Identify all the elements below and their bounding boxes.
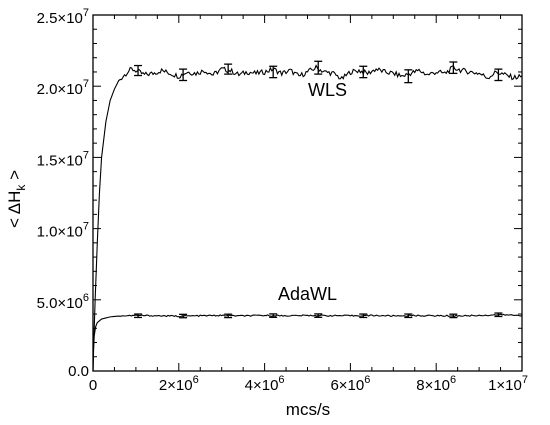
series-label-wls: WLS xyxy=(308,80,347,100)
x-tick-label: 2×106 xyxy=(159,374,199,394)
y-axis-label: < ΔHk > xyxy=(5,170,28,228)
y-tick-label: 0.0 xyxy=(68,363,89,380)
y-axis-label-subscript: k xyxy=(14,184,28,191)
error-bar xyxy=(134,64,143,77)
error-bar xyxy=(269,65,278,79)
error-bar xyxy=(314,313,323,318)
series-adawl xyxy=(92,312,523,372)
y-tick-label: 1.5×107 xyxy=(37,149,89,169)
error-bar xyxy=(314,60,323,75)
series-line xyxy=(92,313,523,372)
y-tick-label: 5.0×106 xyxy=(37,292,89,312)
error-bar xyxy=(179,313,188,319)
y-tick-label: 2.0×107 xyxy=(37,78,89,98)
y-tick-label: 1.0×107 xyxy=(37,221,89,241)
x-tick-label: 8×106 xyxy=(416,374,456,394)
error-bar xyxy=(179,68,188,82)
x-axis-label: mcs/s xyxy=(286,400,330,419)
series-line xyxy=(92,64,523,372)
error-bar xyxy=(404,69,413,84)
plot-frame xyxy=(92,14,523,372)
x-tick-label: 1×107 xyxy=(488,374,528,394)
error-bar xyxy=(224,63,233,75)
y-axis-label-close: > xyxy=(5,170,24,185)
y-axis-label-main: < ΔH xyxy=(5,191,24,228)
x-tick-label: 6×106 xyxy=(330,374,370,394)
series-layer xyxy=(92,60,523,372)
error-bar xyxy=(449,61,458,75)
error-bar xyxy=(494,68,503,82)
series-wls xyxy=(92,60,523,372)
series-label-adawl: AdaWL xyxy=(278,284,337,304)
ticks-layer xyxy=(92,14,523,372)
error-bar xyxy=(359,313,368,319)
labels-layer: 0 2×106 4×106 6×106 8×106 1×107 0.0 5.0×106 1.0×… xyxy=(37,7,528,394)
error-bar xyxy=(134,313,143,319)
error-bar xyxy=(404,313,413,319)
error-bar xyxy=(359,65,368,79)
error-bar xyxy=(269,313,278,318)
error-bar xyxy=(494,312,503,318)
error-bar xyxy=(449,313,458,319)
y-tick-label: 2.5×107 xyxy=(37,7,89,27)
x-tick-label: 0 xyxy=(89,377,97,394)
error-bar xyxy=(224,313,233,319)
x-tick-label: 4×106 xyxy=(245,374,285,394)
